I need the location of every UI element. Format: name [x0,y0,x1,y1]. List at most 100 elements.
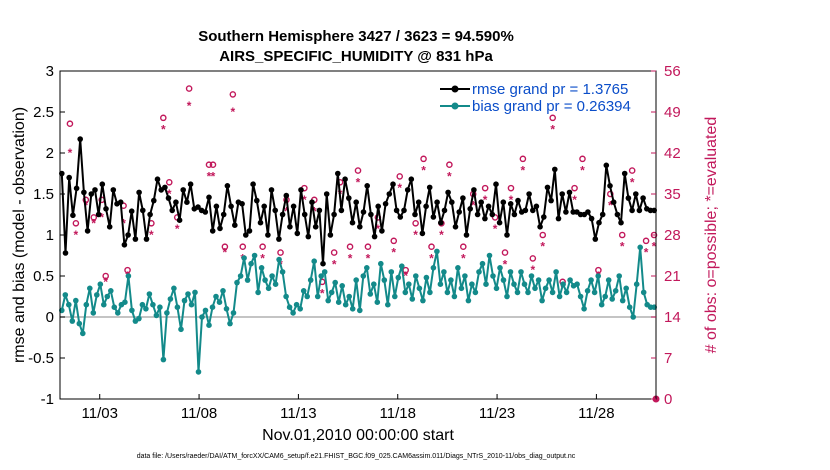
bias-series-point [514,289,521,296]
bias-series-point [416,285,423,292]
bias-series-point [97,281,104,288]
obs-possible-marker [205,161,213,169]
obs-possible-marker [519,155,527,163]
obs-possible-marker [330,249,338,256]
bias-series-point [518,269,524,275]
bias-series-point [143,306,149,312]
y-tick-label: 0 [46,309,54,326]
bias-series-point [507,269,514,275]
legend-rmse-label: rmse grand pr = 1.3765 [472,81,628,98]
rmse-series-point [147,211,153,218]
bias-series-point [76,320,83,327]
rmse-series-point [563,209,569,215]
rmse-series-point [368,211,374,218]
rmse-series-point [533,203,540,210]
bias-series-point [171,285,177,292]
y-tick-label: 0.5 [33,268,54,285]
rmse-series-point [287,224,293,230]
bias-series-point [314,293,321,300]
bias-series-point [244,277,251,283]
obs-evaluated-marker: * [540,240,545,254]
bias-series-point [94,292,100,298]
bias-series-point [427,289,433,296]
rmse-series-point [460,195,466,201]
rmse-series-point [412,211,418,218]
rmse-series-point [195,204,201,210]
obs-possible-marker [501,249,509,256]
bias-series-point [623,285,629,292]
bias-series-point [146,291,153,297]
bias-series-point [297,306,304,312]
rmse-series-point [176,217,183,223]
rmse-series-point [364,183,371,189]
bias-series-point [87,285,93,292]
rmse-series-point [640,195,646,201]
obs-evaluated-marker: * [493,222,498,236]
obs-possible-marker [90,214,98,221]
bias-series-point [318,273,325,279]
bias-series-point [258,265,265,271]
obs-possible-marker [124,266,131,274]
rmse-series-point [239,201,245,207]
bias-series-point [122,299,128,306]
rmse-series-point [397,214,404,220]
obs-evaluated-marker: * [211,169,216,183]
obs-evaluated-marker: * [91,216,96,230]
rmse-series-point [165,195,172,201]
rmse-series-point [471,187,477,193]
bias-series-point [202,307,209,314]
bias-series-point [413,273,419,279]
bias-series-point [423,274,430,281]
bias-series-point [255,289,261,296]
bias-series-point [150,301,156,308]
rmse-series-point [434,199,440,205]
obs-possible-marker [412,219,419,227]
obs-evaluated-marker: * [356,175,361,189]
obs-evaluated-marker: * [509,193,514,207]
bias-series-point [300,288,307,294]
rmse-series-point [463,232,470,238]
bias-series-point [160,356,167,363]
rmse-series-point [243,232,249,238]
obs-evaluated-marker: * [175,222,180,236]
rmse-series-point [279,211,286,218]
obs-possible-marker [459,243,467,251]
rmse-series-point [77,136,83,142]
rmse-series-point [62,250,69,256]
bias-series-point [111,304,118,311]
obs-possible-marker [571,184,578,192]
rmse-series-point [95,211,102,218]
y-tick-label: 1 [46,227,54,244]
rmse-series-point [121,242,128,248]
obs-evaluated-marker: * [103,275,108,289]
obs-possible-marker [507,184,515,192]
bias-series-point [497,265,503,271]
bias-series-point [325,297,332,304]
obs-evaluated-marker: * [231,105,236,119]
rmse-series-point [588,215,595,222]
bias-series-point [153,312,160,319]
obs-possible-marker [259,243,266,251]
rmse-series-point [154,176,161,182]
obs-possible-marker [428,243,435,251]
bias-series-point [532,285,538,292]
rmse-series-point [496,219,503,226]
rmse-series-point [360,209,367,215]
bias-series-point [465,297,472,304]
rmse-series-point [482,215,488,222]
rmse-series-point [404,187,411,193]
bias-series-point [626,304,633,311]
rmse-series-point [548,197,554,204]
rmse-series-point [353,199,360,205]
rmse-series-point [312,224,319,230]
rmse-series-point [84,228,91,234]
y-right-tick-label: 21 [664,268,681,285]
obs-possible-marker [346,243,354,251]
legend-bias-label: bias grand pr = 0.26394 [472,98,631,115]
rmse-series-point [320,260,326,267]
obs-evaluated-marker: * [161,123,166,137]
bias-series-point [528,273,535,279]
bias-series-point [402,289,409,296]
rmse-series-point [283,192,290,199]
rmse-series-point [603,162,610,169]
